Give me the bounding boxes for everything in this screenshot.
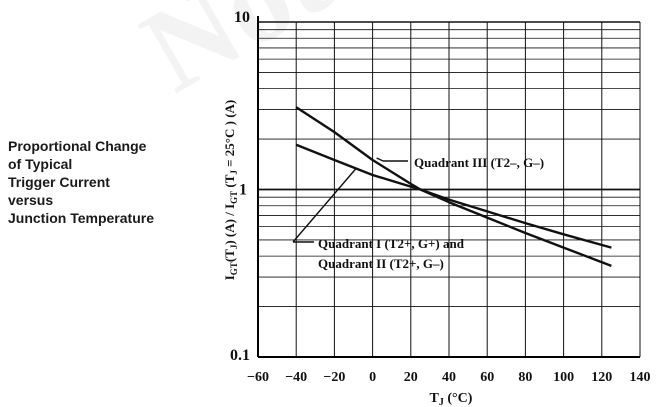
x-tick-label: 20	[404, 370, 418, 385]
x-tick-label: −20	[323, 370, 345, 385]
caption-line-3: Trigger Current	[8, 174, 110, 190]
series-line-2	[295, 143, 612, 268]
annotation-quadrant-i: Quadrant I (T2+, G+) and	[318, 236, 465, 251]
axes	[257, 16, 640, 358]
caption-line-1: Proportional Change	[8, 138, 147, 154]
annotations: Quadrant III (T2–, G–) Quadrant I (T2+, G…	[292, 155, 544, 271]
x-tick-label: −60	[247, 370, 269, 385]
x-tick-label: 40	[442, 370, 456, 385]
x-tick-label: 0	[369, 370, 376, 385]
x-tick-label: 140	[630, 370, 651, 385]
x-tick-label: 80	[518, 370, 532, 385]
tick-labels: −60 −40 −20 0 20 40 60 80 100 120 140 0.1 1 10 TJ (°C)…	[222, 9, 651, 407]
y-tick-label: 10	[234, 9, 250, 26]
x-tick-label: 100	[553, 370, 574, 385]
x-tick-label: −40	[285, 370, 307, 385]
caption-line-4: versus	[8, 192, 54, 208]
y-tick-label: 1	[239, 182, 247, 199]
grid	[257, 21, 641, 358]
series-lines	[295, 106, 612, 268]
chart-caption: Proportional Change of Typical Trigger C…	[8, 137, 198, 227]
x-tick-label: 60	[480, 370, 494, 385]
leader-line-quadrant-iii-tip	[376, 157, 384, 162]
annotation-quadrant-ii: Quadrant II (T2+, G–)	[318, 256, 444, 271]
caption-line-5: Junction Temperature	[8, 210, 154, 226]
y-axis-label: IGT(TJ) (A) / IGT (TJ = 25°C ) (A)	[222, 100, 239, 281]
x-tick-label: 120	[591, 370, 612, 385]
caption-line-2: of Typical	[8, 156, 73, 172]
annotation-quadrant-iii: Quadrant III (T2–, G–)	[414, 155, 544, 170]
y-tick-label: 0.1	[230, 347, 250, 364]
x-axis-label: TJ (°C)	[430, 391, 473, 407]
leader-line-quadrant-i-ii-tip	[292, 168, 357, 243]
